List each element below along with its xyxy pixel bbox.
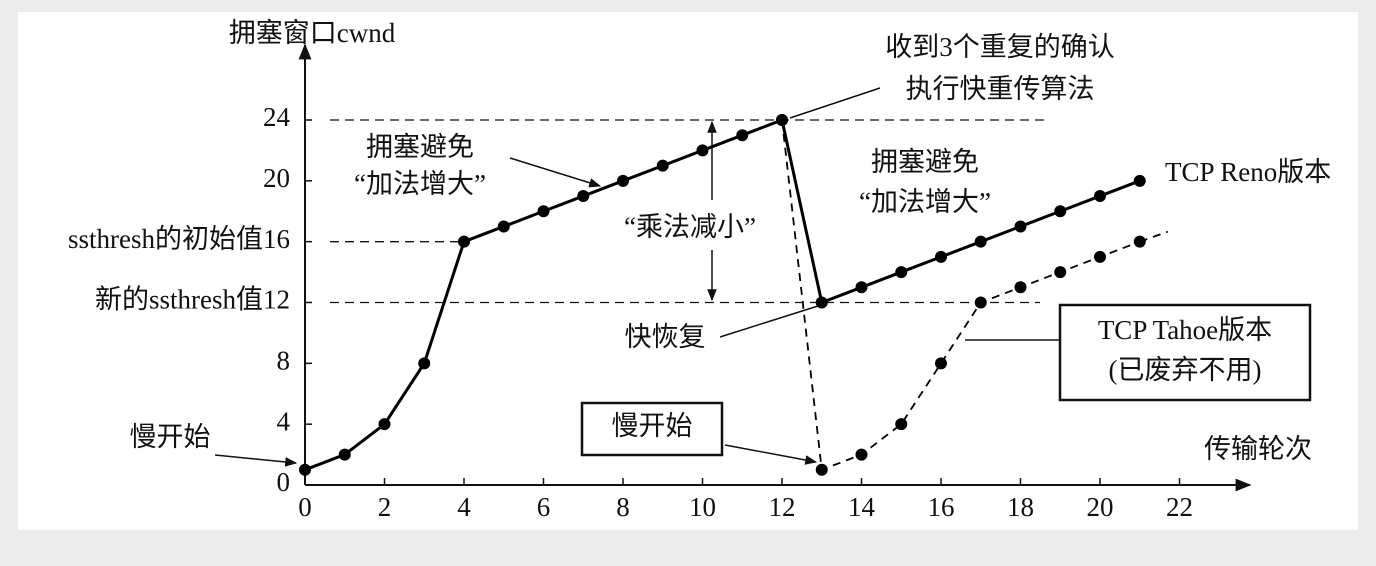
- data-point: [656, 159, 669, 172]
- y-tick-label: 24: [263, 102, 291, 132]
- annotation: 慢开始: [612, 411, 693, 441]
- y-tick-label: 新的ssthresh值12: [95, 285, 290, 315]
- data-point: [338, 448, 351, 461]
- x-tick-label: 12: [769, 492, 796, 522]
- x-tick-label: 8: [616, 492, 630, 522]
- data-point: [1014, 220, 1027, 233]
- annotation: 拥塞避免: [871, 147, 979, 177]
- series-line: [781, 119, 1141, 472]
- y-tick-label: ssthresh的初始值16: [68, 224, 290, 254]
- series-line: [304, 117, 1141, 472]
- data-point: [815, 296, 828, 309]
- y-tick-label: 8: [277, 346, 291, 376]
- data-point: [1133, 235, 1146, 248]
- annotation: 慢开始: [130, 422, 211, 452]
- data-point: [378, 418, 391, 431]
- data-point: [736, 129, 749, 142]
- annotation: 拥塞避免: [366, 132, 474, 162]
- data-point: [617, 174, 629, 187]
- legend-label: TCP Tahoe版本: [1098, 315, 1272, 345]
- y-tick-label: 20: [263, 163, 290, 193]
- y-axis-label: 拥塞窗口cwnd: [229, 18, 396, 48]
- data-point: [815, 463, 828, 476]
- x-tick-label: 0: [298, 492, 312, 522]
- x-tick-label: 20: [1087, 492, 1114, 522]
- annotation: (已废弃不用): [1109, 355, 1262, 385]
- data-point: [974, 296, 987, 309]
- annotation: “乘法减小”: [624, 212, 756, 242]
- annotation: 快恢复: [625, 322, 706, 352]
- data-point: [776, 114, 788, 126]
- data-point: [1054, 205, 1067, 218]
- data-point: [935, 250, 947, 263]
- x-tick-label: 6: [537, 492, 551, 522]
- data-point: [696, 144, 709, 157]
- annotation: 执行快重传算法: [906, 74, 1095, 104]
- data-point: [1094, 250, 1106, 263]
- data-point: [935, 357, 947, 370]
- data-point: [855, 281, 868, 294]
- x-tick-label: 16: [928, 492, 955, 522]
- data-point: [1054, 266, 1067, 279]
- plot-background: [18, 12, 1358, 530]
- data-point: [299, 463, 311, 476]
- data-point: [458, 235, 470, 248]
- data-point: [895, 418, 908, 431]
- data-point: [855, 448, 868, 461]
- data-point: [1094, 190, 1106, 203]
- x-tick-label: 2: [378, 492, 392, 522]
- data-point: [1133, 174, 1146, 187]
- x-tick-label: 4: [457, 492, 471, 522]
- data-point: [577, 190, 590, 203]
- x-tick-label: 10: [689, 492, 716, 522]
- annotation: “加法增大”: [859, 187, 991, 217]
- x-tick-label: 22: [1166, 492, 1193, 522]
- data-point: [895, 266, 908, 279]
- x-axis-label: 传输轮次: [1204, 434, 1312, 464]
- data-point: [418, 357, 431, 370]
- data-point: [1014, 281, 1027, 294]
- data-point: [974, 235, 987, 248]
- annotation: 收到3个重复的确认: [885, 32, 1115, 62]
- data-point: [497, 220, 510, 233]
- x-tick-label: 18: [1007, 492, 1034, 522]
- data-point: [537, 205, 550, 218]
- x-tick-label: 14: [848, 492, 876, 522]
- leaders: [214, 87, 1312, 467]
- legend-label: TCP Reno版本: [1165, 157, 1331, 187]
- y-tick-label: 0: [277, 467, 291, 497]
- annotation: “加法增大”: [354, 169, 486, 199]
- y-tick-label: 4: [277, 406, 291, 436]
